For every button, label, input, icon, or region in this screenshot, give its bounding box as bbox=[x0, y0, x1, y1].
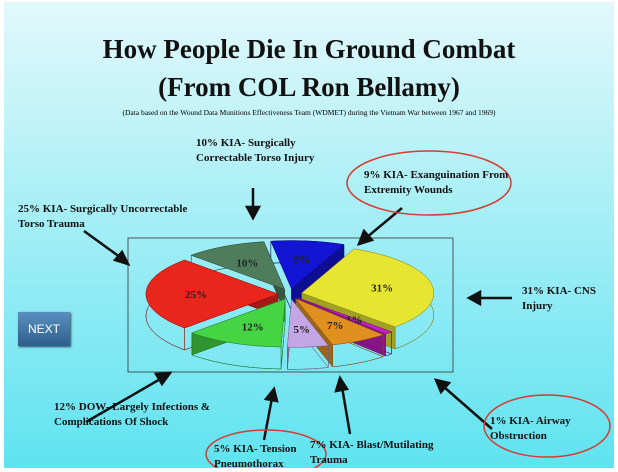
slice bbox=[270, 240, 345, 290]
callout: 31% KIA- CNS Injury bbox=[522, 285, 596, 312]
value-label: 9% bbox=[294, 254, 311, 266]
next-button[interactable]: NEXT bbox=[18, 312, 70, 346]
slice bbox=[287, 298, 329, 348]
slice bbox=[294, 298, 384, 346]
value-label: 12% bbox=[242, 321, 264, 333]
title: How People Die In Ground Combat bbox=[102, 34, 516, 64]
highlight-ellipses bbox=[205, 150, 611, 468]
value-label: 10% bbox=[236, 258, 258, 270]
slice bbox=[301, 248, 435, 328]
subtitle: (From COL Ron Bellamy) bbox=[158, 72, 460, 102]
callout: 10% KIA- Surgically Correctable Torso In… bbox=[196, 137, 315, 164]
value-label: 5% bbox=[294, 324, 311, 336]
slice bbox=[191, 298, 286, 348]
callout: 25% KIA- Surgically Uncorrectable Torso … bbox=[18, 203, 188, 230]
value-label: 7% bbox=[327, 320, 344, 332]
pie-tops: 25%10% 9%31%1%7%5%12% bbox=[145, 240, 435, 348]
slide: 25% 10% 9% 31% 1% 7% 5% 12% How People Die In G… bbox=[4, 2, 614, 468]
callout: 1% KIA- Airway Obstruction bbox=[490, 415, 571, 442]
slice bbox=[190, 241, 286, 290]
slice bbox=[145, 259, 279, 329]
callout: 12% DOW- Largely Infections & Complicati… bbox=[54, 401, 211, 428]
chart: 25%10% 9%31%1%7%5%12% bbox=[83, 150, 611, 468]
callout: 9% KIA- Exanguination From Extremity Wou… bbox=[364, 169, 509, 196]
callout: 7% KIA- Blast/Mutilating Trauma bbox=[310, 439, 434, 466]
plot-frame bbox=[127, 237, 454, 373]
note: (Data based on the Wound Data Munitions … bbox=[122, 108, 496, 117]
slice bbox=[298, 297, 393, 335]
value-label: 31% bbox=[371, 282, 393, 294]
callout: 5% KIA- Tension Pneumothorax bbox=[214, 443, 297, 468]
value-label: 25% bbox=[185, 289, 207, 301]
